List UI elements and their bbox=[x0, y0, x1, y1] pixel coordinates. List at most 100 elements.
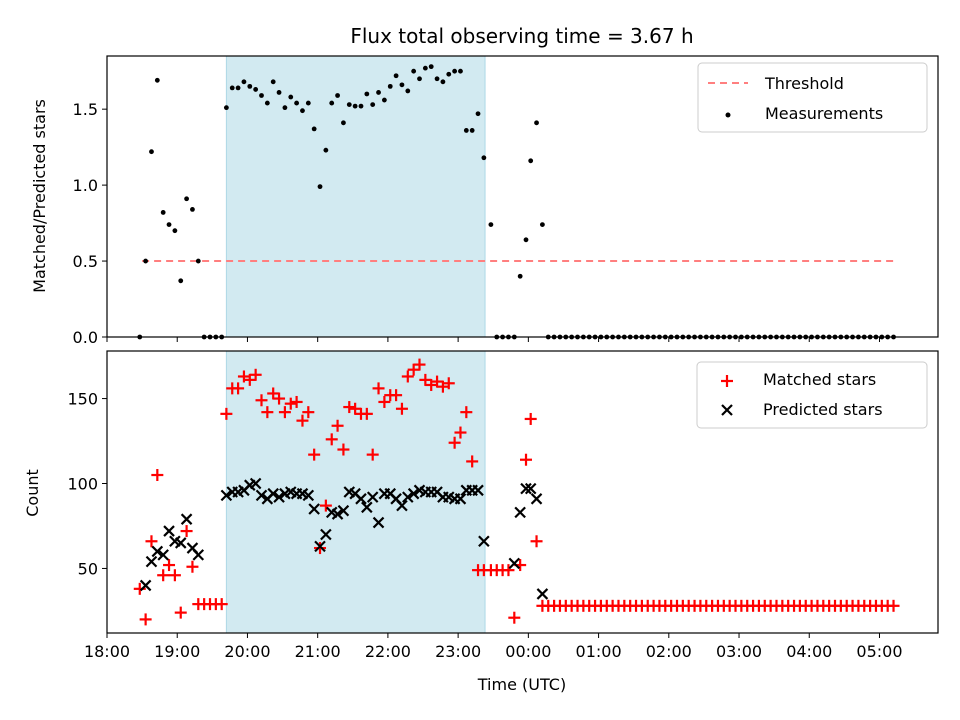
predicted-point bbox=[157, 549, 169, 561]
matched-point bbox=[360, 407, 373, 420]
measurement-point bbox=[195, 258, 201, 264]
predicted-point bbox=[151, 545, 164, 558]
matched-point bbox=[343, 401, 356, 414]
predicted-point bbox=[174, 537, 187, 549]
measurement-point bbox=[452, 68, 458, 74]
measurement-point bbox=[172, 228, 178, 234]
top-y-axis-label: Matched/Predicted stars bbox=[30, 99, 49, 293]
predicted-point bbox=[520, 482, 532, 495]
predicted-point bbox=[472, 484, 484, 497]
x-tick-label: 23:00 bbox=[435, 642, 481, 661]
matched-point bbox=[378, 395, 391, 408]
predicted-point bbox=[267, 487, 279, 500]
measurement-point bbox=[434, 76, 440, 82]
top-observing-window-shade bbox=[225, 55, 486, 338]
matched-point bbox=[460, 406, 473, 419]
matched-point bbox=[163, 559, 176, 572]
matched-point bbox=[249, 368, 262, 381]
x-tick-label: 19:00 bbox=[154, 642, 200, 661]
measurement-point bbox=[276, 90, 282, 95]
matched-point bbox=[157, 569, 170, 582]
measurement-point bbox=[376, 90, 381, 95]
measurement-point bbox=[259, 93, 264, 98]
matched-point bbox=[454, 426, 467, 439]
measurement-point bbox=[253, 87, 259, 92]
measurement-point bbox=[154, 77, 160, 83]
matched-point bbox=[302, 406, 315, 419]
matched-point bbox=[232, 382, 245, 395]
predicted-point bbox=[331, 508, 344, 520]
predicted-point bbox=[180, 513, 193, 525]
y-tick-label: 0.5 bbox=[73, 252, 98, 271]
top-axis-ticks: 0.0 0.5 1.0 1.5 bbox=[73, 100, 880, 347]
predicted-point bbox=[273, 491, 285, 503]
matched-point bbox=[502, 564, 515, 577]
measurement-point bbox=[346, 102, 352, 108]
matched-point bbox=[308, 448, 321, 461]
matched-point bbox=[395, 402, 408, 415]
matched-point bbox=[290, 395, 303, 408]
predicted-point bbox=[220, 489, 233, 502]
measurement-point bbox=[247, 83, 253, 89]
matched-point bbox=[296, 414, 309, 427]
measurement-point bbox=[323, 147, 329, 153]
matched-point bbox=[448, 436, 461, 449]
legend-measurements-swatch bbox=[725, 112, 731, 118]
measurement-point bbox=[440, 79, 446, 85]
measurement-point bbox=[352, 103, 358, 109]
y-tick-label: 100 bbox=[67, 475, 98, 494]
x-tick-label: 02:00 bbox=[646, 642, 692, 661]
legend-measurements-label: Measurements bbox=[765, 104, 883, 123]
matched-point bbox=[325, 433, 338, 446]
measurement-point bbox=[463, 128, 469, 133]
measurement-point bbox=[446, 71, 452, 77]
x-tick-label: 04:00 bbox=[786, 642, 832, 661]
x-tick-label: 03:00 bbox=[716, 642, 762, 661]
measurement-point bbox=[190, 207, 195, 212]
measurement-point bbox=[358, 103, 364, 109]
matched-point bbox=[278, 406, 291, 419]
predicted-point bbox=[320, 528, 332, 541]
x-tick-label: 18:00 bbox=[84, 642, 130, 661]
matched-point bbox=[390, 389, 403, 402]
predicted-point bbox=[163, 525, 175, 537]
bottom-y-axis-label: Count bbox=[23, 469, 42, 517]
predicted-point bbox=[524, 482, 537, 495]
matched-point bbox=[284, 397, 297, 410]
matched-point bbox=[314, 542, 327, 555]
matched-point bbox=[180, 525, 193, 538]
matched-point bbox=[442, 377, 455, 390]
measurement-point bbox=[241, 79, 247, 85]
predicted-point bbox=[372, 516, 385, 529]
matched-point bbox=[151, 469, 164, 482]
matched-point bbox=[401, 370, 414, 383]
matched-point bbox=[366, 448, 379, 461]
x-axis-label: Time (UTC) bbox=[477, 675, 566, 694]
predicted-stars-series bbox=[139, 477, 549, 600]
predicted-point bbox=[139, 579, 152, 592]
predicted-point bbox=[478, 535, 490, 548]
measurement-point bbox=[305, 100, 311, 106]
matched-point bbox=[331, 419, 344, 432]
predicted-point bbox=[145, 555, 158, 568]
measurement-point bbox=[294, 100, 300, 106]
measurement-point bbox=[469, 128, 475, 133]
measurement-point bbox=[178, 278, 184, 284]
measurement-point bbox=[523, 237, 529, 243]
matched-point bbox=[520, 453, 533, 466]
measurement-point bbox=[329, 100, 335, 106]
measurement-point bbox=[335, 93, 340, 98]
measurement-point bbox=[417, 76, 422, 82]
measurement-point bbox=[317, 184, 323, 190]
predicted-point bbox=[192, 549, 205, 561]
legend-matched-swatch bbox=[721, 375, 733, 387]
y-tick-label: 150 bbox=[67, 390, 98, 409]
top-panel: 0.0 0.5 1.0 1.5 Matched/Predicted stars Thr… bbox=[30, 55, 939, 347]
measurement-point bbox=[422, 65, 428, 71]
measurement-point bbox=[528, 158, 534, 164]
matched-point bbox=[887, 599, 900, 612]
matched-point bbox=[273, 392, 286, 405]
matched-point bbox=[524, 412, 537, 425]
predicted-point bbox=[407, 487, 420, 500]
predicted-point bbox=[514, 506, 526, 519]
